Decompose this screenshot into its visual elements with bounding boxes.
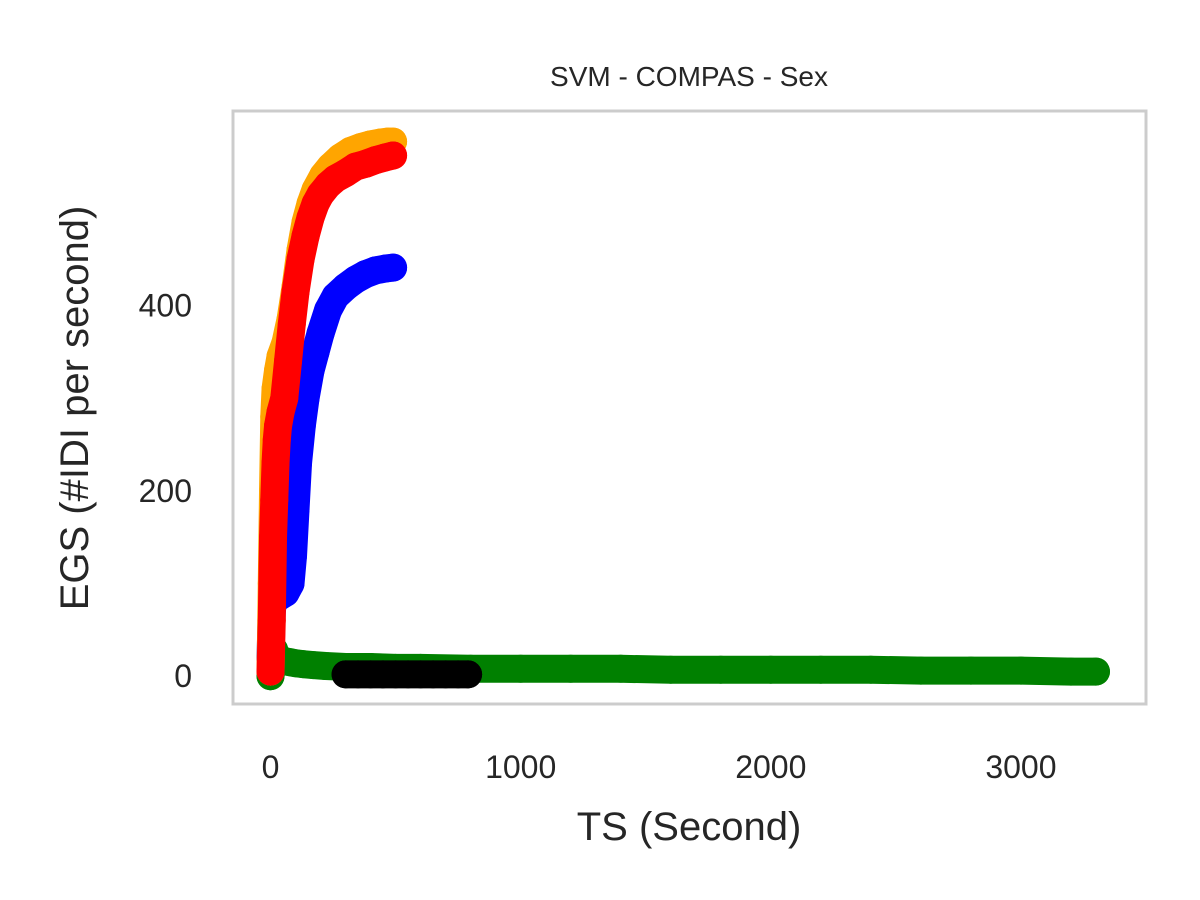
series-2-point-9 [284,449,313,478]
series-0-point-26 [906,656,935,685]
series-0-point-23 [756,655,785,684]
series-2-point-14 [306,319,335,348]
x-tick-label: 1000 [485,749,556,785]
y-axis-ticks: 0 200 400 [139,288,192,695]
series-0-point-30 [1081,657,1110,686]
y-tick-label: 200 [139,473,192,509]
chart-title: SVM - COMPAS - Sex [550,61,828,92]
series-4-point-24 [379,141,408,170]
series-2-point-22 [379,253,408,282]
series-0-point-19 [556,654,585,683]
series-0-point-24 [806,655,835,684]
series-0-point-22 [706,655,735,684]
x-tick-label: 3000 [985,749,1056,785]
series-4 [256,141,408,686]
series-0-point-21 [656,655,685,684]
y-tick-label: 400 [139,288,192,324]
series-4-point-4 [261,449,290,478]
series-1-point-10 [454,660,483,689]
series-4-point-8 [270,384,299,413]
x-tick-label: 2000 [735,749,806,785]
series-4-point-2 [259,523,288,552]
series-4-point-11 [281,277,310,306]
x-tick-label: 0 [262,749,280,785]
x-axis-label: TS (Second) [577,805,802,849]
series-0-point-20 [606,654,635,683]
y-tick-label: 0 [174,658,192,694]
series-4-point-0 [256,657,285,686]
series-0-point-25 [856,655,885,684]
series-4-point-12 [286,245,315,274]
series-4-point-10 [277,310,306,339]
y-axis-label: EGS (#IDI per second) [53,206,97,611]
series-4-point-1 [257,606,286,635]
series-2-point-8 [281,495,310,524]
series-4-point-3 [260,486,289,515]
series-4-point-9 [274,347,303,376]
x-axis-ticks: 0 1000 2000 3000 [262,749,1057,785]
series-2-point-10 [287,412,316,441]
plot-area [256,127,1110,691]
series-0-point-27 [956,656,985,685]
series-1 [331,660,483,689]
series-0-point-29 [1056,657,1085,686]
series-0-point-28 [1006,656,1035,685]
plot-frame [231,109,1148,706]
series-0-point-18 [506,654,535,683]
